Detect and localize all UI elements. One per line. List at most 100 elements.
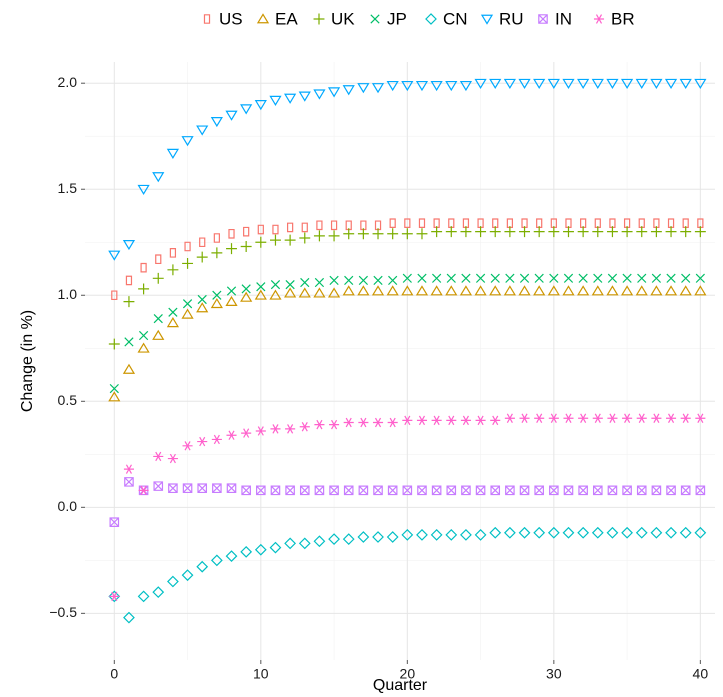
data-point xyxy=(549,273,559,283)
data-point xyxy=(254,100,267,111)
data-point xyxy=(241,485,251,496)
data-point xyxy=(387,417,398,428)
legend-marker xyxy=(203,14,211,24)
data-point xyxy=(298,91,311,102)
data-point xyxy=(137,184,150,196)
data-point xyxy=(301,222,308,233)
data-point xyxy=(489,285,502,296)
y-tick-label: 1.0 xyxy=(58,286,78,302)
data-point xyxy=(445,285,458,296)
x-axis-label: Quarter xyxy=(373,677,428,694)
data-point xyxy=(316,220,323,231)
data-point xyxy=(533,78,546,89)
x-tick-label: 30 xyxy=(546,666,562,682)
data-point xyxy=(225,550,238,562)
data-point xyxy=(225,110,238,121)
data-point xyxy=(256,485,266,496)
data-point xyxy=(344,275,354,286)
data-point xyxy=(534,273,544,283)
data-point xyxy=(342,285,355,296)
data-point xyxy=(269,541,282,554)
data-point xyxy=(446,485,457,496)
data-point xyxy=(462,218,470,228)
data-point xyxy=(153,451,164,462)
data-point xyxy=(166,317,180,328)
data-point xyxy=(226,483,237,494)
data-point xyxy=(256,282,266,292)
data-point xyxy=(607,485,618,496)
data-point xyxy=(430,528,443,541)
data-point xyxy=(536,218,543,228)
data-point xyxy=(607,413,618,423)
data-point xyxy=(650,78,663,89)
data-point xyxy=(254,289,267,300)
data-point xyxy=(182,441,193,451)
data-point xyxy=(503,285,516,296)
data-point xyxy=(402,415,413,426)
data-point xyxy=(109,383,119,394)
data-point xyxy=(108,590,121,603)
data-point xyxy=(460,415,471,426)
data-point xyxy=(374,220,382,231)
data-point xyxy=(372,228,384,240)
data-point xyxy=(298,287,311,298)
data-point xyxy=(460,528,472,541)
data-point xyxy=(694,526,707,539)
legend-label: IN xyxy=(555,9,572,28)
data-point xyxy=(255,236,267,248)
data-point xyxy=(461,273,471,283)
data-point xyxy=(578,273,588,283)
data-point xyxy=(591,78,604,89)
data-point xyxy=(666,485,676,496)
legend-marker xyxy=(425,13,437,25)
data-point xyxy=(680,413,691,423)
data-point xyxy=(196,125,209,136)
data-point xyxy=(196,560,209,573)
data-point xyxy=(254,543,267,556)
data-point xyxy=(167,453,178,464)
data-point xyxy=(241,284,251,294)
y-tick-label: 0.0 xyxy=(58,498,78,514)
data-point xyxy=(606,226,618,238)
data-point xyxy=(184,241,191,252)
data-point xyxy=(504,413,515,423)
data-point xyxy=(197,294,207,305)
data-point xyxy=(490,273,500,283)
data-point xyxy=(505,485,515,496)
data-point xyxy=(255,426,266,436)
data-point xyxy=(694,226,706,238)
data-point xyxy=(372,417,384,428)
data-point xyxy=(284,287,297,298)
data-point xyxy=(679,78,692,89)
data-point xyxy=(124,337,134,347)
data-point xyxy=(594,218,601,228)
data-point xyxy=(622,485,632,496)
data-point xyxy=(620,78,634,89)
data-point xyxy=(635,285,648,296)
y-axis-label: Change (in %) xyxy=(19,310,36,412)
data-point xyxy=(577,285,590,296)
data-point xyxy=(357,531,370,543)
data-point xyxy=(636,485,647,496)
data-point xyxy=(680,226,692,238)
data-point xyxy=(591,285,604,296)
data-point xyxy=(343,485,354,496)
data-point xyxy=(270,234,281,246)
data-point xyxy=(182,483,193,494)
data-point xyxy=(609,218,616,228)
data-point xyxy=(593,273,603,283)
data-point xyxy=(565,218,572,228)
data-point xyxy=(212,483,222,494)
data-point xyxy=(166,148,180,159)
data-point xyxy=(547,285,560,296)
legend-label: CN xyxy=(443,9,468,28)
data-point xyxy=(358,417,369,428)
data-point xyxy=(666,413,677,423)
data-point xyxy=(225,295,238,307)
data-point xyxy=(387,228,399,240)
data-point xyxy=(506,218,514,228)
data-point xyxy=(211,434,222,445)
data-point xyxy=(240,291,253,302)
data-point xyxy=(445,80,458,92)
